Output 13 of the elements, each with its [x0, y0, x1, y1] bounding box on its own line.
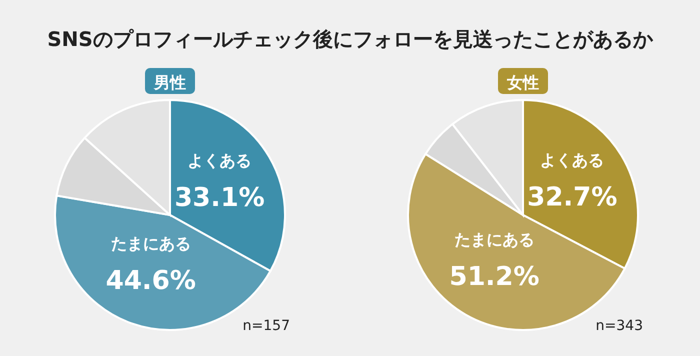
data-label: 51.2% — [449, 262, 540, 292]
slice-label: たまにある — [110, 234, 191, 254]
text: SNSのプロフィールチェック後にフォローを見送ったことがあるか — [47, 27, 654, 51]
slice-label: よくある — [540, 150, 604, 170]
chart-subtitle: 女性 — [506, 73, 539, 92]
data-label: 33.1% — [174, 182, 265, 213]
data-label: 32.7% — [527, 182, 618, 212]
chart-subtitle: 男性 — [153, 73, 186, 92]
slice-label: たまにある — [454, 230, 534, 249]
data-label: 44.6% — [106, 266, 196, 296]
text: n=343 — [596, 318, 643, 334]
slice-label: よくある — [188, 150, 252, 170]
text: n=157 — [242, 318, 290, 334]
